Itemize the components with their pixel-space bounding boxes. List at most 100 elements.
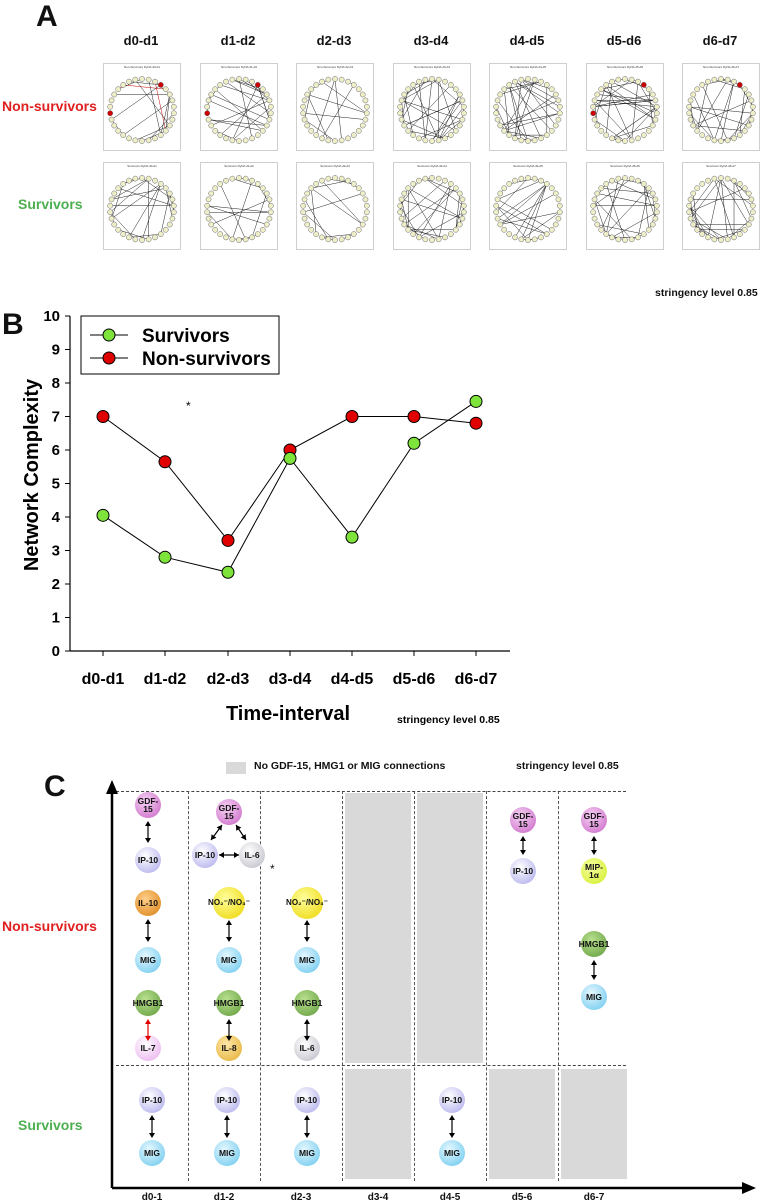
network-node (724, 175, 731, 182)
network-edge (404, 188, 456, 225)
network-node (313, 231, 320, 237)
network-edge (495, 177, 529, 213)
network-node (745, 91, 752, 98)
network-edge (497, 199, 552, 230)
arrowhead (591, 960, 597, 965)
network-node (635, 78, 641, 85)
panel-a-label: A (36, 0, 58, 33)
network-node (217, 132, 224, 138)
network-node (548, 226, 555, 233)
network-edge (438, 106, 465, 141)
network-node (501, 127, 508, 134)
network-node (598, 226, 605, 233)
arrowhead (145, 937, 151, 942)
node-gdf15: GDF-15 (510, 807, 536, 833)
network-node (205, 215, 212, 222)
chart-y-tick-label: 9 (52, 342, 60, 359)
network-node (263, 91, 270, 98)
network-edge (425, 178, 464, 206)
network-node (139, 76, 145, 82)
network-edge (208, 119, 267, 126)
network-node (653, 103, 660, 110)
network-node (635, 177, 641, 184)
network-node (242, 137, 249, 144)
network-node (266, 196, 273, 203)
network-node (363, 110, 370, 117)
network-node (169, 116, 176, 123)
panel-c-row-label-survivors: Survivors (18, 1117, 83, 1133)
network-node (493, 209, 500, 216)
panel-c-x-arrowhead (742, 1182, 756, 1194)
network-edge (500, 183, 547, 225)
network-edge (693, 100, 752, 126)
network-edge (311, 79, 329, 90)
network-node (313, 181, 320, 187)
network-node (401, 190, 408, 197)
network-edge (311, 180, 349, 189)
network-node (552, 122, 559, 129)
panel-c-label: C (44, 770, 66, 803)
network-edge (606, 188, 649, 235)
network-node (456, 190, 463, 197)
network-node (212, 127, 219, 134)
network-node (132, 236, 139, 243)
network-edge (408, 188, 463, 219)
network-node (208, 221, 215, 228)
network-node (548, 86, 555, 93)
network-edge (418, 81, 426, 141)
network-node (332, 138, 338, 144)
network-node (313, 82, 320, 88)
network-edge (748, 106, 754, 126)
network-node (749, 209, 756, 216)
network-circle-graph (204, 76, 274, 144)
network-subtitle: Survivors DyNA d1-d2 (224, 164, 254, 168)
network-node (594, 122, 601, 129)
network-edge (123, 100, 173, 136)
network-edge (232, 84, 259, 141)
network-node (718, 175, 724, 181)
network-edge (504, 113, 560, 132)
network-edge (509, 84, 552, 131)
panel-a-column-header: d2-d3 (316, 33, 352, 48)
network-node (741, 226, 748, 233)
network-edge (438, 183, 452, 240)
chart-point-nonsurvivors (469, 416, 483, 430)
network-node (694, 226, 701, 233)
network-edge (508, 84, 529, 142)
network-node (229, 175, 236, 182)
node-ip10: IP-10 (510, 858, 536, 884)
network-node (506, 181, 513, 187)
network-node (108, 97, 115, 104)
panel-a-column-header: d6-d7 (702, 33, 738, 48)
arrowhead (219, 852, 224, 858)
network-edge (514, 81, 542, 139)
network-node (398, 196, 405, 203)
network-node (145, 175, 152, 182)
network-node (506, 82, 513, 88)
network-node (401, 91, 408, 98)
network-node (398, 97, 405, 104)
network-node (398, 116, 405, 123)
network-edge (521, 212, 560, 240)
network-edge (111, 119, 124, 136)
network-edge (219, 183, 246, 240)
network-edge (404, 100, 463, 126)
network-node (254, 231, 261, 237)
network-edge (455, 193, 460, 230)
network-node (338, 137, 345, 144)
arrowhead (149, 1115, 155, 1120)
network-edge (303, 112, 366, 120)
network-node (319, 78, 325, 85)
network-node (267, 209, 274, 216)
network-node (699, 181, 706, 187)
network-node (249, 78, 255, 85)
network-edge (154, 81, 170, 95)
network-node (266, 97, 273, 104)
network-edge (497, 119, 510, 136)
network-node (405, 226, 412, 233)
network-subtitle: Non-Survivors DyNA d4-d5 (509, 65, 546, 69)
network-node (555, 116, 562, 123)
network-edge (207, 205, 267, 225)
network-thumbnail: Non-Survivors DyNA d6-d7 (682, 63, 760, 151)
network-node (525, 175, 531, 181)
